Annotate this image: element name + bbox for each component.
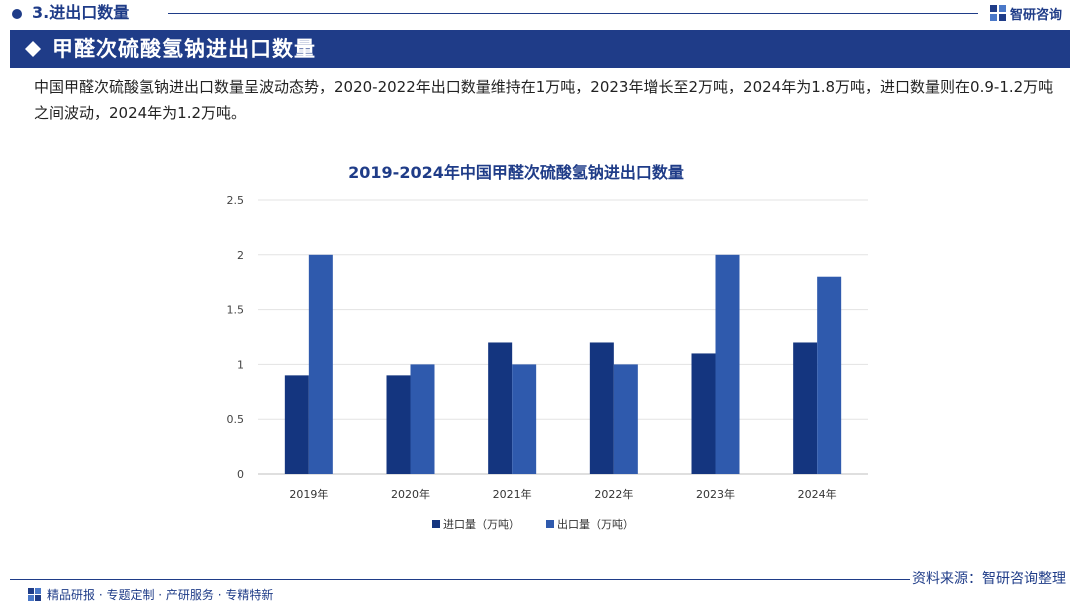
brand-logo: 智研咨询 — [990, 3, 1062, 23]
header-divider — [168, 13, 978, 14]
brand-logo-icon — [990, 5, 1006, 21]
bar-chart: 2019-2024年中国甲醛次硫酸氢钠进出口数量 0 0.5 1 1.5 2 2.5 20… — [227, 163, 868, 531]
x-tick-label: 2020年 — [391, 487, 430, 501]
x-tick-label: 2019年 — [289, 487, 328, 501]
export-bar — [613, 364, 638, 474]
import-bar — [284, 375, 309, 474]
brand-name: 智研咨询 — [1010, 7, 1063, 23]
footer-divider — [10, 579, 910, 580]
y-tick-label: 2.5 — [227, 194, 245, 207]
y-tick-label: 2 — [237, 249, 244, 262]
y-tick-label: 0 — [237, 468, 244, 481]
export-bar — [817, 276, 842, 474]
y-tick-label: 0.5 — [227, 413, 245, 426]
y-axis-ticks: 0 0.5 1 1.5 2 2.5 — [227, 194, 245, 481]
import-bar — [589, 342, 614, 474]
legend-label: 进口量（万吨） — [443, 518, 520, 531]
export-bar — [410, 364, 435, 474]
legend: 进口量（万吨） 出口量（万吨） — [432, 517, 634, 531]
title-band: 甲醛次硫酸氢钠进出口数量 — [10, 30, 1070, 68]
page-title: 甲醛次硫酸氢钠进出口数量 — [52, 37, 316, 61]
x-tick-label: 2024年 — [798, 487, 837, 501]
import-bar — [386, 375, 411, 474]
x-tick-label: 2021年 — [493, 487, 532, 501]
bullet-dot-icon — [12, 9, 22, 19]
x-axis-ticks: 2019年 2020年 2021年 2022年 2023年 2024年 — [289, 487, 836, 501]
export-bar — [715, 254, 740, 474]
section-title: 3.进出口数量 — [32, 3, 130, 22]
import-bar — [488, 342, 513, 474]
footer-services-text: 精品研报 · 专题定制 · 产研服务 · 专精特新 — [47, 587, 274, 602]
x-tick-label: 2023年 — [696, 487, 735, 501]
x-tick-label: 2022年 — [594, 487, 633, 501]
export-bar — [308, 254, 333, 474]
legend-label: 出口量（万吨） — [557, 517, 634, 531]
import-bar — [691, 353, 716, 474]
chart-title: 2019-2024年中国甲醛次硫酸氢钠进出口数量 — [348, 163, 684, 182]
legend-swatch — [432, 520, 440, 528]
services-logo-icon — [28, 587, 41, 601]
gridlines — [258, 199, 868, 475]
y-tick-label: 1 — [237, 358, 244, 371]
diamond-icon — [25, 41, 41, 57]
top-bar: 3.进出口数量 智研咨询 — [0, 0, 1080, 28]
intro-paragraph: 中国甲醛次硫酸氢钠进出口数量呈波动态势，2020-2022年出口数量维持在1万吨… — [34, 78, 1054, 122]
source-note: 资料来源：智研咨询整理 — [912, 571, 1066, 587]
import-bar — [793, 342, 818, 474]
y-tick-label: 1.5 — [227, 304, 245, 317]
footer-services: 精品研报 · 专题定制 · 产研服务 · 专精特新 — [28, 585, 273, 603]
bars — [284, 254, 842, 474]
legend-swatch — [546, 520, 554, 528]
export-bar — [512, 364, 537, 474]
